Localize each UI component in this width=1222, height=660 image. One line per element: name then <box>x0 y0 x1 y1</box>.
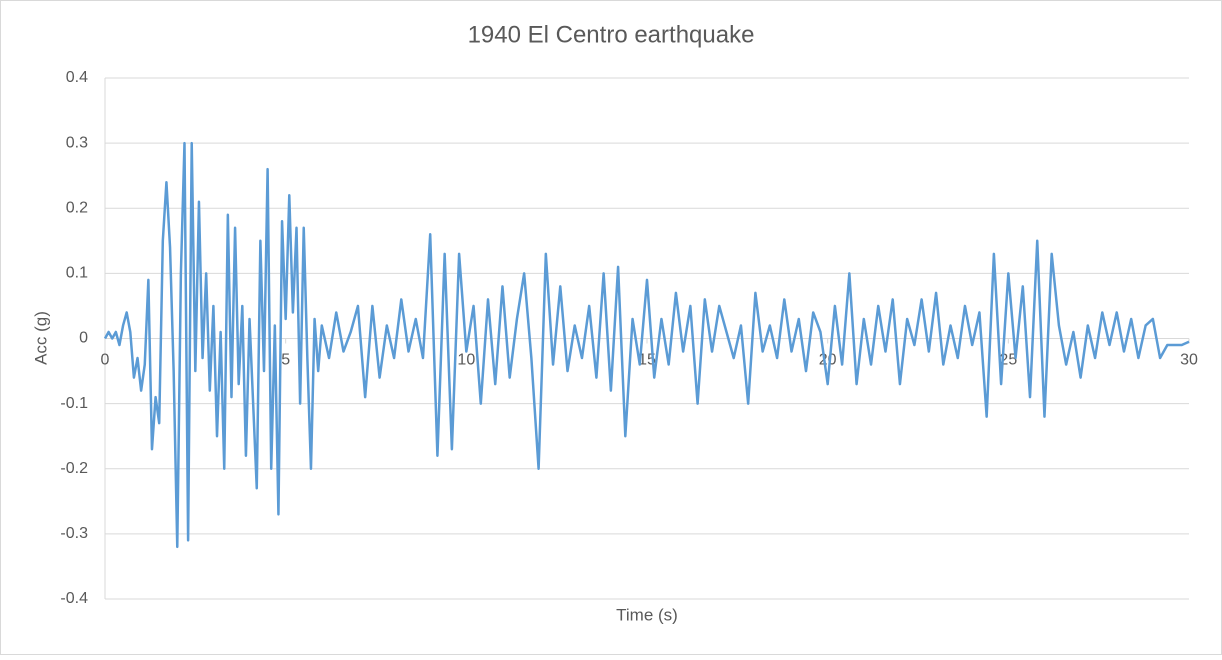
y-tick-label: 0 <box>79 330 88 347</box>
y-tick-label: -0.3 <box>60 525 88 542</box>
x-tick-label: 20 <box>819 352 837 369</box>
y-tick-label: 0.2 <box>66 199 88 216</box>
y-tick-label: 0.1 <box>66 265 88 282</box>
x-tick-label: 0 <box>101 352 110 369</box>
data-line <box>103 141 1190 549</box>
y-tick-label: 0.4 <box>66 69 88 86</box>
x-axis-title: Time (s) <box>616 605 678 624</box>
x-tick-label: 5 <box>281 352 290 369</box>
y-tick-label: -0.1 <box>60 395 88 412</box>
y-axis-title: Acc (g) <box>31 311 50 365</box>
x-tick-label: 30 <box>1180 352 1198 369</box>
y-tick-label: 0.3 <box>66 134 88 151</box>
y-tick-label: -0.4 <box>60 590 88 607</box>
x-tick-label: 10 <box>457 352 475 369</box>
chart-title: 1940 El Centro earthquake <box>468 21 755 48</box>
y-tick-label: -0.2 <box>60 460 88 477</box>
